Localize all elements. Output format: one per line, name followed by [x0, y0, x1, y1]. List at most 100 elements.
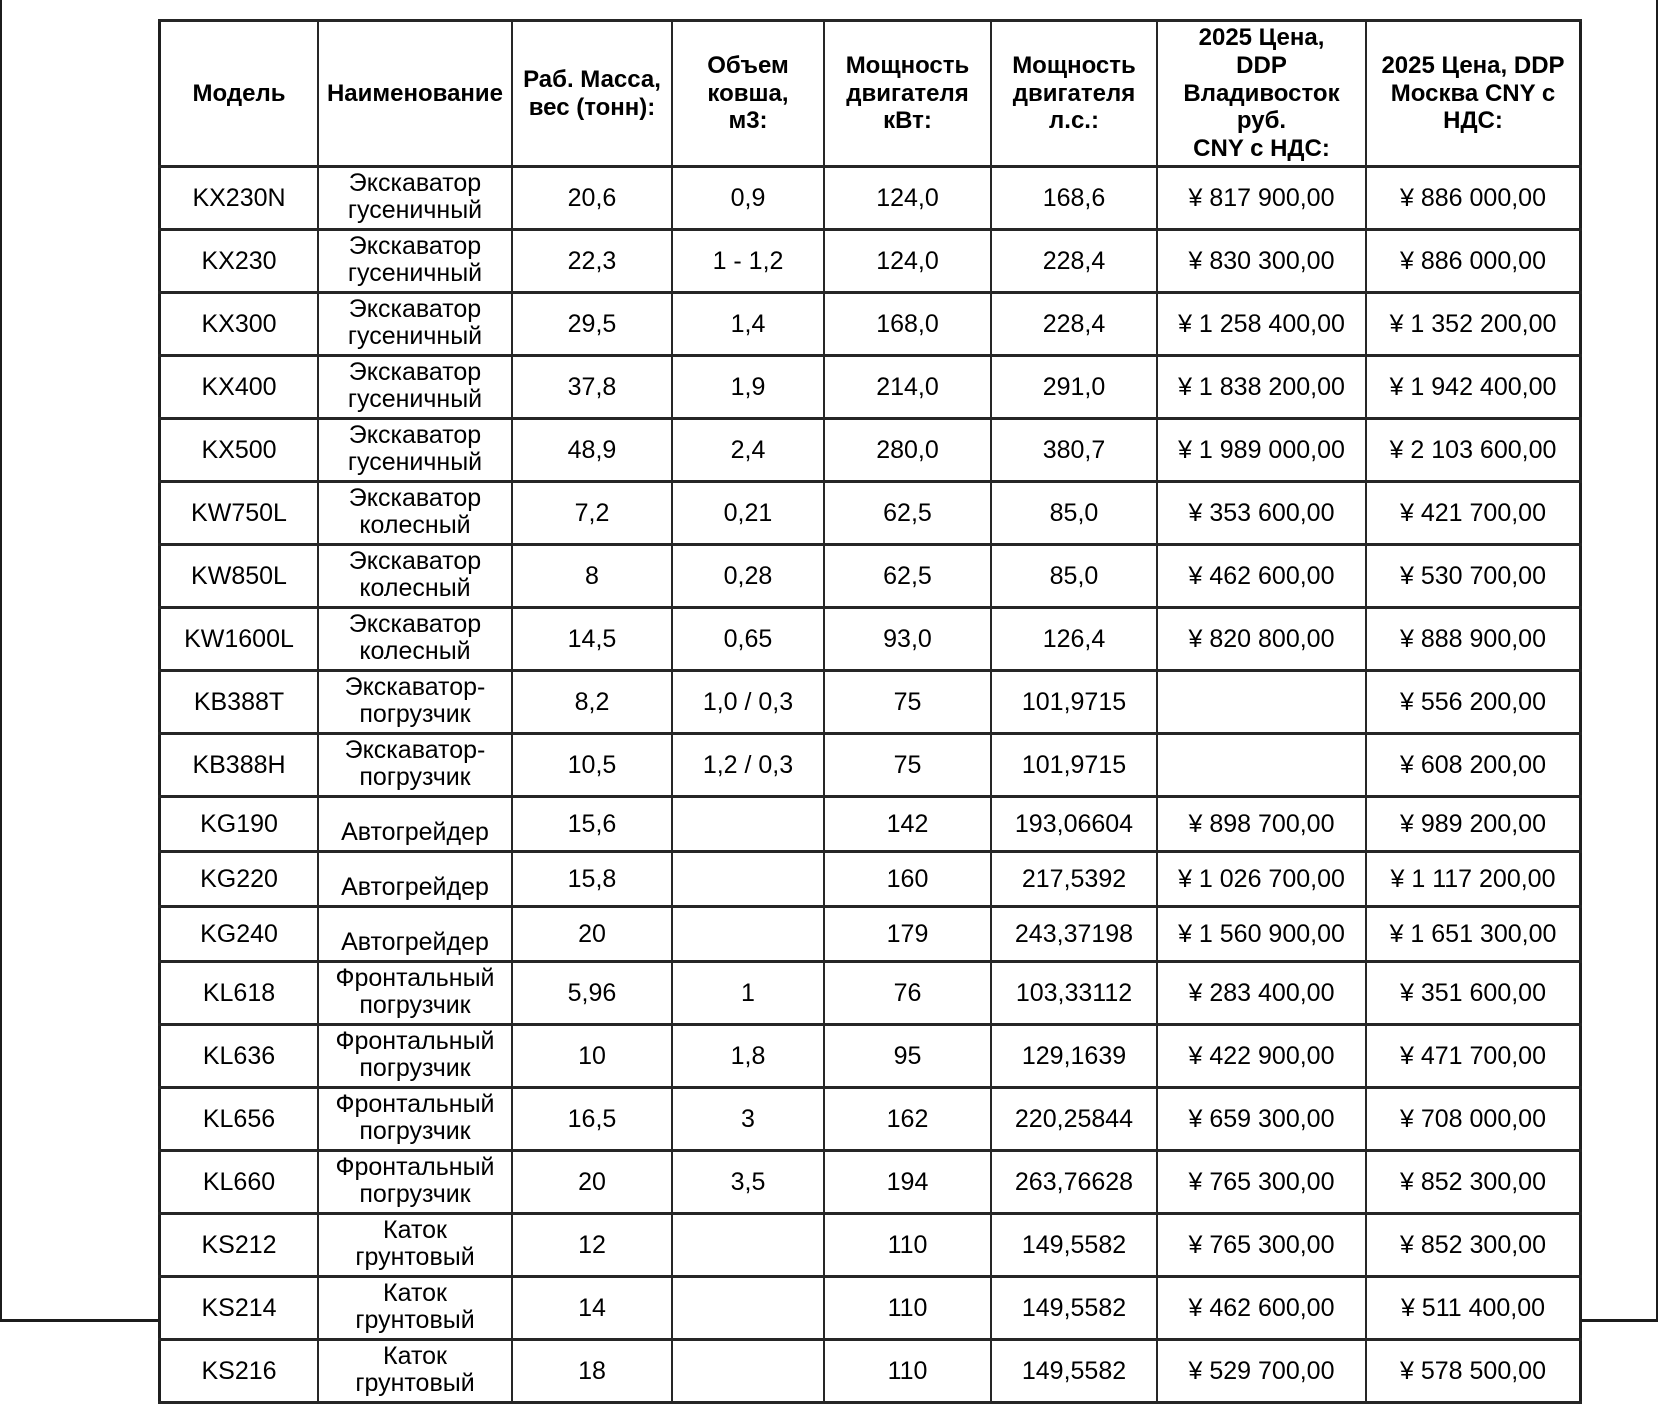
cell-engine-power-hp: 228,4	[990, 228, 1158, 295]
cell-engine-power-kw: 75	[823, 669, 992, 736]
cell-price-vladivostok	[1156, 669, 1367, 736]
table-row: KB388H Экскаватор-погрузчик 10,5 1,2 / 0,3 7…	[158, 732, 1582, 799]
cell-price-moscow: ¥ 888 900,00	[1365, 606, 1582, 673]
cell-name: Экскаватор гусеничный	[317, 165, 513, 232]
cell-model: KG190	[158, 795, 319, 854]
cell-operating-mass: 48,9	[511, 417, 673, 484]
cell-price-vladivostok: ¥ 898 700,00	[1156, 795, 1367, 854]
cell-engine-power-kw: 62,5	[823, 543, 992, 610]
table-row: KS216 Каток грунтовый 18 110 149,5582 ¥ 529 7…	[158, 1338, 1582, 1404]
cell-name: Фронтальный погрузчик	[317, 1086, 513, 1153]
cell-engine-power-hp: 149,5582	[990, 1212, 1158, 1279]
cell-price-moscow: ¥ 578 500,00	[1365, 1338, 1582, 1404]
header-row: Модель Наименование Раб. Масса, вес (тонн)…	[158, 18, 1582, 169]
cell-operating-mass: 14,5	[511, 606, 673, 673]
cell-engine-power-kw: 110	[823, 1338, 992, 1404]
cell-operating-mass: 7,2	[511, 480, 673, 547]
cell-bucket-volume: 0,28	[671, 543, 825, 610]
cell-name: Автогрейдер	[317, 795, 513, 854]
cell-operating-mass: 16,5	[511, 1086, 673, 1153]
cell-model: KB388T	[158, 669, 319, 736]
cell-engine-power-kw: 124,0	[823, 228, 992, 295]
cell-name: Каток грунтовый	[317, 1338, 513, 1404]
column-header-price-moscow: 2025 Цена, DDP Москва CNY с НДС:	[1365, 18, 1582, 169]
column-header-operating-mass: Раб. Масса, вес (тонн):	[511, 18, 673, 169]
table-row: KX230N Экскаватор гусеничный 20,6 0,9 124,0 1…	[158, 165, 1582, 232]
cell-name: Экскаватор колесный	[317, 543, 513, 610]
cell-engine-power-kw: 142	[823, 795, 992, 854]
cell-name: Экскаватор гусеничный	[317, 291, 513, 358]
table-row: KX400 Экскаватор гусеничный 37,8 1,9 214,0 29…	[158, 354, 1582, 421]
cell-operating-mass: 10,5	[511, 732, 673, 799]
cell-price-moscow: ¥ 608 200,00	[1365, 732, 1582, 799]
cell-engine-power-kw: 168,0	[823, 291, 992, 358]
table-row: KL636 Фронтальный погрузчик 10 1,8 95 129,163…	[158, 1023, 1582, 1090]
cell-model: KL636	[158, 1023, 319, 1090]
table-row: KW750L Экскаватор колесный 7,2 0,21 62,5 85,0…	[158, 480, 1582, 547]
cell-name: Экскаватор колесный	[317, 480, 513, 547]
cell-name: Экскаватор гусеничный	[317, 417, 513, 484]
cell-operating-mass: 10	[511, 1023, 673, 1090]
cell-name: Экскаватор-погрузчик	[317, 669, 513, 736]
cell-bucket-volume: 1,2 / 0,3	[671, 732, 825, 799]
cell-engine-power-hp: 101,9715	[990, 732, 1158, 799]
table-row: KX230 Экскаватор гусеничный 22,3 1 - 1,2 124…	[158, 228, 1582, 295]
cell-price-moscow: ¥ 852 300,00	[1365, 1149, 1582, 1216]
cell-operating-mass: 15,8	[511, 850, 673, 909]
cell-price-moscow: ¥ 351 600,00	[1365, 960, 1582, 1027]
cell-price-moscow: ¥ 530 700,00	[1365, 543, 1582, 610]
cell-price-moscow: ¥ 886 000,00	[1365, 165, 1582, 232]
cell-price-moscow: ¥ 886 000,00	[1365, 228, 1582, 295]
table-row: KS212 Каток грунтовый 12 110 149,5582 ¥ 765 3…	[158, 1212, 1582, 1279]
cell-engine-power-hp: 85,0	[990, 543, 1158, 610]
table-header: Модель Наименование Раб. Масса, вес (тонн)…	[158, 18, 1582, 169]
cell-price-vladivostok: ¥ 1 838 200,00	[1156, 354, 1367, 421]
cell-bucket-volume: 1	[671, 960, 825, 1027]
table-row: KX500 Экскаватор гусеничный 48,9 2,4 280,0 38…	[158, 417, 1582, 484]
cell-operating-mass: 12	[511, 1212, 673, 1279]
cell-engine-power-hp: 263,76628	[990, 1149, 1158, 1216]
cell-name: Автогрейдер	[317, 905, 513, 964]
cell-engine-power-hp: 101,9715	[990, 669, 1158, 736]
cell-model: KG220	[158, 850, 319, 909]
cell-engine-power-kw: 76	[823, 960, 992, 1027]
table-row: KL660 Фронтальный погрузчик 20 3,5 194 263,76…	[158, 1149, 1582, 1216]
table-row: KW1600L Экскаватор колесный 14,5 0,65 93,0 12…	[158, 606, 1582, 673]
column-header-name: Наименование	[317, 18, 513, 169]
cell-engine-power-hp: 217,5392	[990, 850, 1158, 909]
cell-bucket-volume: 3,5	[671, 1149, 825, 1216]
cell-engine-power-kw: 62,5	[823, 480, 992, 547]
table-body: KX230N Экскаватор гусеничный 20,6 0,9 124,0 1…	[158, 165, 1582, 1404]
cell-price-vladivostok: ¥ 1 989 000,00	[1156, 417, 1367, 484]
cell-engine-power-kw: 280,0	[823, 417, 992, 484]
cell-model: KL660	[158, 1149, 319, 1216]
cell-price-vladivostok: ¥ 830 300,00	[1156, 228, 1367, 295]
cell-bucket-volume: 0,65	[671, 606, 825, 673]
cell-bucket-volume	[671, 1338, 825, 1404]
cell-bucket-volume: 1,4	[671, 291, 825, 358]
cell-price-vladivostok: ¥ 462 600,00	[1156, 543, 1367, 610]
cell-price-moscow: ¥ 511 400,00	[1365, 1275, 1582, 1342]
cell-model: KX300	[158, 291, 319, 358]
cell-name: Автогрейдер	[317, 850, 513, 909]
cell-price-vladivostok: ¥ 820 800,00	[1156, 606, 1367, 673]
cell-price-vladivostok: ¥ 422 900,00	[1156, 1023, 1367, 1090]
cell-engine-power-hp: 193,06604	[990, 795, 1158, 854]
cell-operating-mass: 22,3	[511, 228, 673, 295]
cell-name: Фронтальный погрузчик	[317, 960, 513, 1027]
cell-bucket-volume: 0,9	[671, 165, 825, 232]
cell-engine-power-hp: 228,4	[990, 291, 1158, 358]
cell-engine-power-kw: 160	[823, 850, 992, 909]
cell-name: Экскаватор гусеничный	[317, 228, 513, 295]
cell-model: KW850L	[158, 543, 319, 610]
cell-engine-power-hp: 380,7	[990, 417, 1158, 484]
cell-engine-power-hp: 126,4	[990, 606, 1158, 673]
cell-name: Экскаватор колесный	[317, 606, 513, 673]
cell-model: KL618	[158, 960, 319, 1027]
cell-price-moscow: ¥ 989 200,00	[1365, 795, 1582, 854]
cell-name: Фронтальный погрузчик	[317, 1023, 513, 1090]
cell-engine-power-hp: 291,0	[990, 354, 1158, 421]
cell-engine-power-hp: 149,5582	[990, 1275, 1158, 1342]
cell-engine-power-kw: 110	[823, 1275, 992, 1342]
table-row: KG220 Автогрейдер 15,8 160 217,5392 ¥ 1 026 7…	[158, 850, 1582, 909]
